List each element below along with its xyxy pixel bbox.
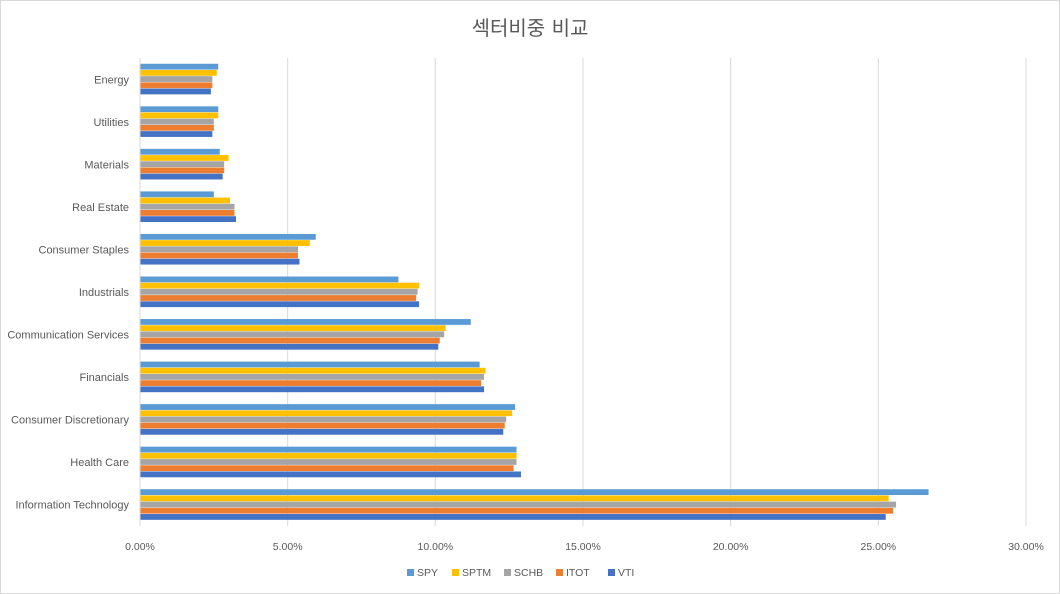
bar — [140, 361, 480, 368]
category-label: Information Technology — [15, 500, 129, 512]
bar — [140, 422, 505, 429]
legend-swatch — [504, 569, 511, 576]
bar — [140, 459, 517, 465]
bar — [140, 210, 235, 216]
bar — [140, 495, 889, 502]
bar — [140, 118, 214, 125]
legend-label: SPTM — [462, 567, 491, 579]
bar — [140, 252, 298, 259]
bar — [140, 331, 445, 338]
bar — [140, 112, 219, 119]
bar — [140, 148, 220, 155]
bar — [140, 282, 420, 289]
bar — [140, 203, 235, 210]
bar — [140, 82, 213, 89]
bar — [140, 325, 446, 332]
legend-swatch — [556, 569, 563, 576]
legend-label: SPY — [417, 567, 438, 579]
category-label: Real Estate — [72, 202, 129, 214]
category-label: Materials — [84, 159, 129, 171]
category-label: Communication Services — [7, 330, 129, 342]
bar — [140, 386, 485, 393]
bar — [140, 124, 214, 131]
bar — [140, 452, 517, 459]
bar — [140, 76, 213, 82]
bar — [140, 276, 399, 283]
bar — [140, 416, 507, 423]
bar — [140, 428, 504, 435]
bar — [140, 514, 886, 520]
bar — [140, 446, 517, 453]
x-tick-label: 25.00% — [861, 541, 897, 553]
chart-title: 섹터비중 비교 — [471, 16, 589, 40]
bar — [140, 404, 516, 410]
category-label: Industrials — [79, 287, 130, 299]
x-tick-label: 0.00% — [125, 541, 155, 553]
bar — [140, 63, 219, 70]
x-tick-label: 10.00% — [418, 541, 454, 553]
bar — [140, 197, 231, 204]
category-label: Energy — [94, 74, 129, 86]
bar — [140, 501, 897, 508]
bar — [140, 173, 223, 180]
bar — [140, 233, 316, 240]
legend-swatch — [407, 569, 414, 576]
bar — [140, 380, 482, 386]
x-tick-label: 5.00% — [273, 541, 303, 553]
legend-swatch — [452, 569, 459, 576]
x-tick-label: 30.00% — [1008, 541, 1044, 553]
bar — [140, 295, 417, 301]
bar — [140, 410, 513, 417]
bar — [140, 167, 225, 174]
bar — [140, 240, 310, 246]
category-label: Health Care — [70, 457, 129, 469]
legend-label: ITOT — [566, 567, 590, 579]
bar — [140, 301, 420, 308]
x-tick-label: 15.00% — [565, 541, 601, 553]
bar — [140, 367, 486, 374]
category-label: Utilities — [94, 117, 130, 129]
bar — [140, 161, 225, 168]
bar — [140, 106, 219, 113]
bar — [140, 319, 471, 325]
bar — [140, 155, 229, 161]
category-label: Financials — [79, 372, 129, 384]
bar — [140, 489, 929, 496]
category-label: Consumer Staples — [39, 244, 130, 256]
legend-label: VTI — [618, 567, 634, 579]
bar — [140, 216, 236, 223]
legend-swatch — [608, 569, 615, 576]
bar — [140, 88, 211, 95]
bar — [140, 69, 217, 76]
bar — [140, 191, 214, 198]
bar — [140, 131, 213, 137]
bar — [140, 288, 418, 295]
bar — [140, 246, 298, 253]
category-label: Consumer Discretionary — [11, 415, 129, 427]
bar — [140, 373, 485, 380]
bar — [140, 258, 300, 265]
bar — [140, 471, 521, 478]
bar — [140, 343, 439, 350]
x-tick-label: 20.00% — [713, 541, 749, 553]
legend-label: SCHB — [514, 567, 543, 579]
bar — [140, 465, 514, 472]
bar — [140, 337, 440, 344]
bar — [140, 507, 894, 514]
